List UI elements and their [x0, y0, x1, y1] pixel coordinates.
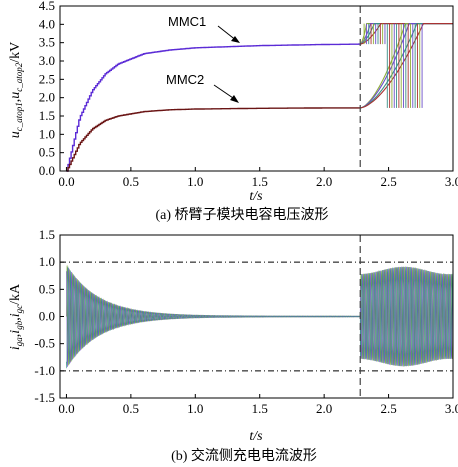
chart-b-x-tick-label: 3.0 — [445, 401, 458, 416]
chart-a-y-tick-label: 4.0 — [39, 16, 55, 31]
chart-a-xlabel: t/s — [249, 189, 263, 204]
chart-b-x-tick-label: 1.5 — [252, 401, 268, 416]
chart-b-y-tick-label: 1.5 — [39, 227, 55, 242]
chart-b: 0.0 0.5 1.0 1.5 2.0 2.5 3.0 -1.5 -1.0 -0.5 0.0 0.5… — [8, 227, 458, 464]
chart-b-y-tick-label: -1.0 — [34, 363, 55, 378]
chart-b-x-tick-label: 2.5 — [380, 401, 396, 416]
chart-a-y-tick-label: 0.5 — [39, 145, 55, 160]
mmc1-label: MMC1 — [168, 14, 206, 29]
series-i-gb-line — [66, 266, 454, 367]
mmc2-label-arrowhead — [230, 95, 239, 103]
mmc2-label: MMC2 — [166, 72, 204, 87]
series-i-gc-line — [66, 266, 454, 369]
chart-a-y-tick-label: 4.5 — [39, 0, 55, 13]
series-mmc2-line — [66, 107, 361, 172]
chart-a-x-tick-label: 1.0 — [187, 174, 203, 189]
chart-a-plot-area — [66, 6, 453, 172]
chart-a-x-tick-label: 0.0 — [58, 174, 74, 189]
chart-a-y-ticks: 0.0 0.5 1.0 1.5 2.0 2.5 3.0 3.5 4.0 4.5 — [39, 0, 64, 178]
chart-a-y-tick-label: 2.5 — [39, 71, 55, 86]
chart-a-ylabel: uc_atop1,uc_atop2/kV — [8, 42, 24, 139]
chart-b-y-ticks: -1.5 -1.0 -0.5 0.0 0.5 1.0 1.5 — [34, 227, 64, 405]
chart-b-x-tick-label: 1.0 — [187, 401, 203, 416]
chart-b-x-ticks: 0.0 0.5 1.0 1.5 2.0 2.5 3.0 — [58, 394, 458, 416]
mmc1-label-arrowhead — [231, 36, 240, 43]
chart-a-y-tick-label: 2.0 — [39, 90, 55, 105]
chart-a-y-tick-label: 1.5 — [39, 108, 55, 123]
chart-b-x-tick-label: 0.0 — [58, 401, 74, 416]
chart-b-ylabel: iga,igb,igc/kA — [8, 283, 24, 350]
chart-a-x-tick-label: 2.5 — [380, 174, 396, 189]
chart-b-y-tick-label: 0.5 — [39, 281, 55, 296]
chart-b-y-tick-label: 1.0 — [39, 254, 55, 269]
chart-a-x-ticks: 0.0 0.5 1.0 1.5 2.0 2.5 3.0 — [58, 167, 458, 189]
chart-b-xlabel: t/s — [249, 429, 263, 444]
chart-a-caption: (a) 桥臂子模块电容电压波形 — [155, 206, 328, 223]
mmc2-transient-a — [360, 23, 453, 109]
chart-b-x-tick-label: 2.0 — [316, 401, 332, 416]
mmc2-transient-b — [360, 23, 453, 109]
chart-a-x-tick-label: 3.0 — [445, 174, 458, 189]
chart-b-y-tick-label: 0.0 — [39, 309, 55, 324]
chart-a: 0.0 0.5 1.0 1.5 2.0 2.5 3.0 0.00.51.01.52.02.5… — [8, 0, 458, 223]
chart-a-y-tick-label: 1.0 — [39, 126, 55, 141]
chart-a-x-tick-label: 2.0 — [316, 174, 332, 189]
chart-b-y-tick-label: -0.5 — [34, 336, 55, 351]
series-mmc1-line — [66, 43, 361, 172]
mmc1-transient-d — [360, 23, 453, 45]
chart-a-x-tick-label: 0.5 — [123, 174, 139, 189]
chart-a-y-tick-label: 3.0 — [39, 53, 55, 68]
chart-b-caption: (b) 交流侧充电电流波形 — [171, 447, 317, 464]
series-i-ga-line — [66, 265, 454, 368]
chart-a-y-tick-label: 3.5 — [39, 35, 55, 50]
chart-b-x-tick-label: 0.5 — [123, 401, 139, 416]
chart-a-frame — [59, 5, 454, 172]
chart-b-plot-area — [60, 235, 454, 398]
chart-b-y-tick-label: -1.5 — [34, 390, 55, 405]
chart-a-y-tick-label: 0.0 — [39, 163, 55, 178]
chart-a-x-tick-label: 1.5 — [252, 174, 268, 189]
